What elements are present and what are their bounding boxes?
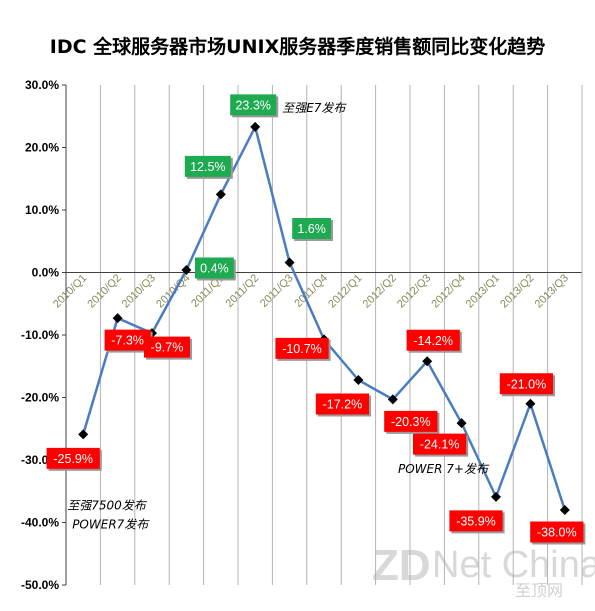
x-tick-label: 2012/Q4: [429, 272, 467, 310]
data-label: -7.3%: [104, 329, 153, 353]
y-tick-label: 30.0%: [25, 78, 59, 92]
annotation-text: POWER 7+发布: [398, 462, 490, 476]
data-label: 23.3%: [230, 94, 279, 118]
y-tick-label: 20.0%: [25, 141, 59, 155]
axes: [62, 84, 583, 586]
data-label: -17.2%: [315, 393, 371, 417]
x-tick-label: 2013/Q1: [464, 272, 502, 310]
x-tick-label: 2011/Q3: [258, 272, 296, 310]
data-label-box: [449, 510, 503, 532]
data-label-box: [315, 393, 369, 415]
data-point-marker: [387, 394, 398, 405]
data-label-text: -24.1%: [420, 438, 460, 452]
x-tick-label: 2010/Q4: [154, 272, 192, 310]
data-label-box: [384, 410, 438, 432]
data-labels: -25.9% -7.3% -9.7% 0.4% 12.5% 23.3% 1.6% -10.7%…: [46, 94, 586, 545]
data-label-text: 1.6%: [297, 222, 326, 236]
data-label-box: [275, 337, 329, 359]
y-tick-label: -10.0%: [21, 328, 59, 342]
series-line-path: [82, 125, 566, 511]
data-point-marker: [78, 429, 89, 440]
data-point-marker: [456, 418, 467, 429]
y-tick-label: -50.0%: [21, 578, 59, 592]
data-label-text: -35.9%: [456, 514, 496, 528]
data-point-marker: [215, 189, 226, 200]
data-label: -10.7%: [275, 337, 331, 361]
y-tick-label: -40.0%: [21, 516, 59, 530]
data-label-text: -25.9%: [53, 452, 93, 466]
data-point-marker: [422, 356, 433, 367]
data-point-marker: [491, 491, 501, 502]
x-tick-label: 2010/Q3: [120, 272, 158, 310]
data-label-box: [195, 257, 234, 279]
data-point-marker: [559, 505, 570, 515]
x-tick-label: 2011/Q4: [292, 272, 330, 310]
data-point-marker: [525, 398, 536, 409]
data-point-marker: [250, 121, 261, 132]
data-point-marker: [284, 257, 295, 268]
data-label-box: [292, 218, 331, 239]
watermark-zd: ZD: [372, 541, 431, 590]
data-label: -25.9%: [46, 447, 102, 471]
data-label-text: -38.0%: [537, 526, 577, 540]
series-line: [82, 125, 566, 511]
data-label-box: [499, 373, 553, 395]
data-label-text: -14.2%: [413, 334, 453, 348]
data-label-text: -20.3%: [391, 415, 431, 429]
y-tick-labels: 30.0%20.0%10.0%0.0%-10.0%-20.0%-30.0%-40…: [21, 78, 59, 592]
data-label: -14.2%: [406, 329, 462, 353]
data-label-text: 23.3%: [235, 98, 270, 112]
data-label-box: [104, 329, 151, 351]
data-label-text: -7.3%: [111, 334, 144, 348]
annotation-text: 至强7500发布: [67, 498, 148, 512]
data-label: 0.4%: [195, 257, 236, 281]
data-label-box: [46, 447, 100, 469]
data-label-box: [230, 94, 277, 116]
y-tick-label: 10.0%: [25, 203, 59, 217]
data-label-box: [530, 521, 584, 543]
annotation-text: 至强E7发布: [282, 101, 347, 115]
x-tick-label: 2013/Q3: [533, 272, 571, 310]
data-label-box: [413, 433, 467, 455]
data-label: -20.3%: [384, 410, 440, 434]
x-tick-label: 2012/Q1: [326, 272, 364, 310]
data-label: 12.5%: [184, 155, 233, 179]
y-tick-label: 0.0%: [32, 266, 60, 280]
data-point-marker: [353, 375, 364, 385]
data-label-text: -17.2%: [323, 398, 363, 412]
chart-title: IDC 全球服务器市场UNIX服务器季度销售额同比变化趋势: [49, 36, 546, 58]
data-label-text: -10.7%: [282, 342, 322, 356]
data-label-text: 0.4%: [200, 262, 229, 276]
x-tick-labels: 2010/Q12010/Q22010/Q32010/Q42011/Q12011/…: [51, 272, 571, 310]
x-tick-label: 2012/Q3: [395, 272, 433, 310]
data-label: -35.9%: [449, 510, 505, 534]
data-point-marker: [181, 265, 192, 275]
data-label-box: [184, 155, 231, 177]
data-label-text: 12.5%: [190, 160, 225, 174]
data-label-text: -21.0%: [507, 377, 547, 391]
data-point-marker: [112, 313, 123, 324]
data-label-box: [144, 336, 190, 358]
x-tick-label: 2012/Q2: [361, 272, 399, 310]
data-label-text: -9.7%: [151, 341, 184, 355]
data-label: -38.0%: [530, 521, 586, 545]
watermark-cn: 至顶网: [515, 581, 563, 600]
data-label: -9.7%: [144, 336, 192, 360]
data-label: 1.6%: [292, 218, 333, 241]
y-tick-label: -20.0%: [21, 391, 59, 405]
data-label-box: [406, 329, 460, 351]
x-tick-label: 2010/Q2: [85, 272, 123, 310]
data-label: -21.0%: [499, 373, 555, 397]
series-markers: [78, 121, 570, 515]
x-tick-label: 2013/Q2: [498, 272, 536, 310]
annotation-text: POWER7发布: [72, 517, 150, 531]
data-label: -24.1%: [413, 433, 469, 457]
